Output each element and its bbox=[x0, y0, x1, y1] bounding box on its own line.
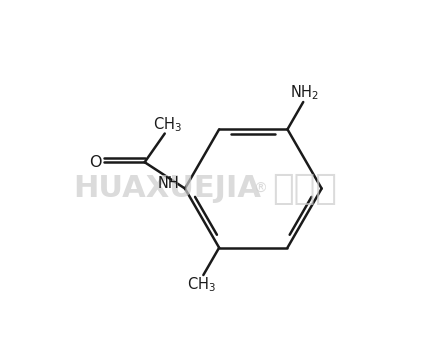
Text: 化学加: 化学加 bbox=[272, 172, 337, 205]
Text: CH$_3$: CH$_3$ bbox=[153, 115, 182, 134]
Text: O: O bbox=[89, 155, 102, 170]
Text: NH: NH bbox=[158, 176, 179, 190]
Text: ®: ® bbox=[253, 182, 267, 195]
Text: HUAXUEJIA: HUAXUEJIA bbox=[73, 174, 261, 203]
Text: CH$_3$: CH$_3$ bbox=[187, 276, 216, 294]
Text: NH$_2$: NH$_2$ bbox=[290, 83, 319, 101]
